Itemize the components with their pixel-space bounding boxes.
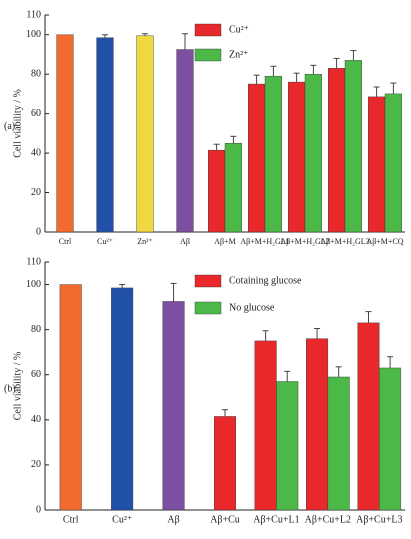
y-tick-label: 0 [36, 504, 41, 515]
legend-swatch [194, 274, 222, 288]
bar [56, 34, 74, 233]
x-tick-label: Aβ+M+H₂GL3 [320, 237, 369, 246]
x-tick-label: Zn²⁺ [137, 237, 153, 246]
y-tick-label: 40 [31, 414, 41, 425]
bar [207, 149, 226, 233]
x-tick-label: Ctrl [59, 237, 72, 246]
panel-label: (a) [4, 121, 15, 132]
bar [327, 376, 350, 511]
legend-label: Cotaining glucose [229, 275, 302, 286]
x-tick-label: Cu²⁺ [97, 237, 113, 246]
y-axis-label: Cell viability / % [12, 89, 23, 158]
legend-swatch [194, 48, 222, 62]
x-tick-label: Aβ [180, 237, 190, 246]
bar [357, 322, 380, 511]
bar [379, 367, 402, 511]
y-tick-label: 110 [26, 256, 41, 267]
x-tick-label: Ctrl [63, 514, 79, 525]
panel-label: (b) [4, 383, 16, 394]
bar [344, 60, 362, 233]
y-tick-label: 40 [31, 147, 41, 158]
x-tick-label: Aβ+M+H₂GL2 [280, 237, 329, 246]
legend-swatch [194, 23, 222, 37]
x-tick-label: Cu²⁺ [112, 514, 132, 525]
y-tick-label: 100 [26, 29, 41, 40]
y-tick-label: 0 [36, 226, 41, 237]
y-tick-label: 20 [31, 459, 41, 470]
bar [111, 287, 134, 511]
bar [328, 68, 346, 233]
y-tick-label: 60 [31, 369, 41, 380]
x-tick-label: Aβ+M+CQ [366, 237, 403, 246]
x-tick-label: Aβ [167, 514, 179, 525]
bar [264, 75, 282, 233]
bar [368, 96, 386, 233]
y-axis-label: Cell viability / % [12, 352, 23, 421]
bar [247, 83, 266, 233]
x-tick-label: Aβ+M [214, 237, 235, 246]
bar [254, 340, 277, 511]
bar [136, 35, 154, 233]
bar [304, 73, 322, 233]
bar [213, 416, 236, 511]
y-tick-label: 110 [26, 9, 41, 20]
y-tick-label: 80 [31, 68, 41, 79]
legend-label: Cu²⁺ [229, 24, 249, 35]
y-tick-label: 60 [31, 108, 41, 119]
bar [176, 49, 194, 233]
x-tick-label: Aβ+Cu [210, 514, 240, 525]
bar [59, 284, 82, 511]
legend-label: No glucose [229, 302, 275, 313]
x-tick-label: Aβ+Cu+L2 [305, 514, 351, 525]
bar [96, 37, 114, 233]
x-tick-label: Aβ+M+H₂GL1 [240, 237, 289, 246]
legend-label: Zn²⁺ [229, 49, 248, 60]
bar [224, 143, 242, 233]
bar [288, 81, 306, 233]
bar [162, 301, 185, 511]
bar [276, 381, 299, 511]
y-tick-label: 20 [31, 187, 41, 198]
legend-swatch [194, 301, 222, 315]
bar [384, 93, 402, 233]
y-tick-label: 100 [26, 279, 41, 290]
x-tick-label: Aβ+Cu+L1 [253, 514, 299, 525]
x-tick-label: Aβ+Cu+L3 [356, 514, 402, 525]
bar [306, 338, 329, 511]
y-tick-label: 80 [31, 324, 41, 335]
